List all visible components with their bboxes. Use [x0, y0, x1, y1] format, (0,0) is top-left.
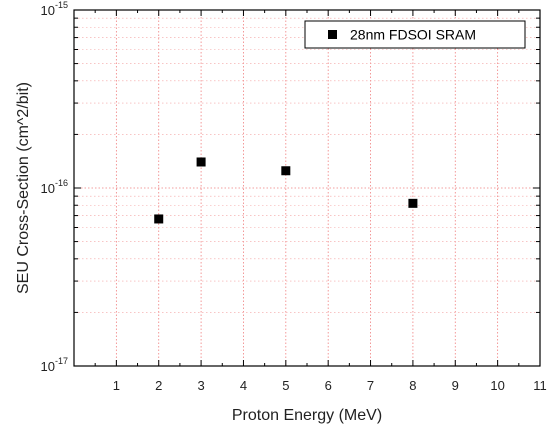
- x-axis-label: Proton Energy (MeV): [232, 407, 382, 424]
- y-tick-label: 10-17: [41, 356, 68, 374]
- x-tick-label: 6: [325, 378, 332, 393]
- grid: [74, 10, 540, 366]
- x-tick-label: 9: [452, 378, 459, 393]
- axis-ticks: [74, 9, 540, 367]
- x-tick-label: 1: [113, 378, 120, 393]
- data-point: [281, 166, 291, 176]
- x-tick-label: 4: [240, 378, 247, 393]
- y-tick-labels: 10-17 10-16 10-15: [41, 0, 68, 374]
- legend-box: [304, 20, 526, 49]
- x-tick-label: 7: [367, 378, 374, 393]
- data-point: [154, 214, 164, 224]
- x-tick-label: 5: [282, 378, 289, 393]
- legend-entry-label: 28nm FDSOI SRAM: [350, 27, 476, 43]
- x-tick-label: 8: [409, 378, 416, 393]
- data-point: [196, 157, 206, 167]
- x-tick-label: 3: [197, 378, 204, 393]
- data-points: [154, 157, 418, 224]
- y-tick-label: 10-15: [41, 0, 68, 18]
- data-point: [408, 198, 418, 208]
- legend: 28nm FDSOI SRAM: [304, 20, 526, 49]
- y-tick-label: 10-16: [41, 178, 68, 196]
- x-tick-label: 2: [155, 378, 162, 393]
- x-tick-labels: 1 2 3 4 5 6 7 8 9 10 11: [113, 378, 547, 393]
- x-tick-label: 11: [533, 378, 547, 393]
- x-tick-label: 10: [490, 378, 504, 393]
- legend-marker-square-icon: [328, 30, 337, 39]
- y-axis-label: SEU Cross-Section (cm^2/bit): [15, 82, 32, 294]
